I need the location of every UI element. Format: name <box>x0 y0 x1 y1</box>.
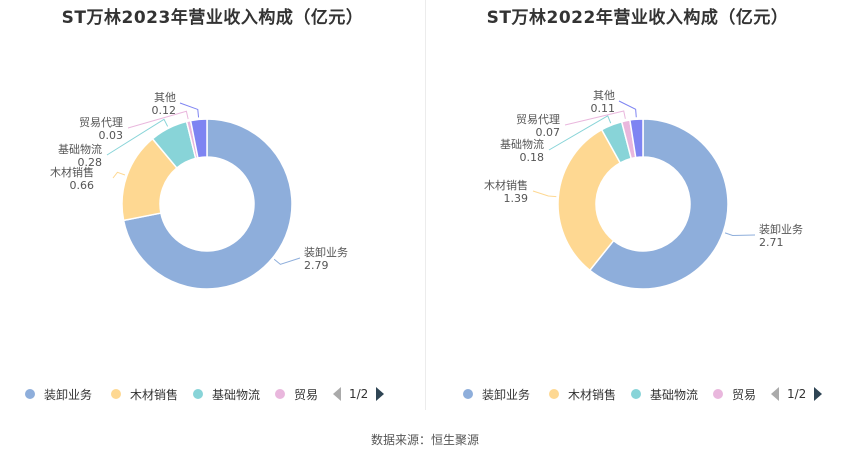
slice-value-label: 1.39 <box>504 192 529 205</box>
legend-color-dot <box>463 389 473 399</box>
legend-prev-page-icon[interactable] <box>771 387 779 401</box>
legend-next-page-icon[interactable] <box>814 387 823 401</box>
legend-color-dot <box>193 389 203 399</box>
leader-line <box>273 257 301 265</box>
leader-line <box>112 171 126 179</box>
data-source-note: 数据来源：恒生聚源 <box>370 433 479 447</box>
slice-value-label: 0.07 <box>536 126 561 139</box>
chart-panel-2023: ST万林2023年营业收入构成（亿元） 装卸业务 2.79 木材销售 0.66 基础物流… <box>0 0 425 410</box>
legend-label: 贸易 <box>294 387 319 402</box>
legend-item[interactable]: 木材销售 <box>549 384 616 404</box>
legend-next-page-icon[interactable] <box>376 387 385 401</box>
leader-line <box>127 110 189 129</box>
donut-slice <box>189 118 208 159</box>
legend-pager: 1/2 <box>771 384 823 404</box>
slice-name-label: 基础物流 <box>58 142 102 156</box>
legend-label: 木材销售 <box>130 387 179 402</box>
slice-name-label: 贸易代理 <box>516 113 560 126</box>
legend-label: 贸易 <box>732 387 757 402</box>
slice-value-label: 0.28 <box>78 156 103 169</box>
slice-name-label: 其他 <box>593 89 615 102</box>
legend-item[interactable]: 贸易 <box>275 384 318 404</box>
slice-value-label: 0.18 <box>520 151 545 164</box>
legend-color-dot <box>549 389 559 399</box>
slice-value-label: 0.11 <box>591 102 616 115</box>
legend-item[interactable]: 贸易 <box>713 384 756 404</box>
slice-name-label: 贸易代理 <box>79 116 123 129</box>
legend-item[interactable]: 基础物流 <box>631 384 698 404</box>
legend-color-dot <box>111 389 121 399</box>
donut-slice <box>557 128 622 272</box>
slice-value-label: 2.71 <box>759 236 784 249</box>
legend-color-dot <box>25 389 35 399</box>
leader-line <box>564 110 626 126</box>
slice-name-label: 装卸业务 <box>759 222 803 236</box>
legend-pager: 1/2 <box>333 384 385 404</box>
leader-line <box>106 118 169 156</box>
legend-page-indicator: 1/2 <box>349 387 369 401</box>
legend-item[interactable]: 基础物流 <box>193 384 260 404</box>
donut-slice <box>122 118 293 290</box>
legend-label: 装卸业务 <box>44 387 93 402</box>
legend-page-indicator: 1/2 <box>787 387 807 401</box>
donut-slice <box>629 118 644 159</box>
leader-line <box>724 232 756 237</box>
slice-name-label: 木材销售 <box>484 178 528 192</box>
slice-name-label: 木材销售 <box>50 165 94 179</box>
legend-label: 木材销售 <box>568 387 617 402</box>
slice-name-label: 基础物流 <box>500 137 544 151</box>
chart-panel-2022: ST万林2022年营业收入构成（亿元） 装卸业务 2.71 木材销售 1.39 基础物流… <box>425 0 850 410</box>
chart-title: ST万林2022年营业收入构成（亿元） <box>486 8 789 28</box>
leader-line <box>548 115 612 151</box>
legend-label: 装卸业务 <box>482 387 531 402</box>
leader-line <box>618 100 637 118</box>
panel-divider <box>425 0 426 410</box>
slice-name-label: 其他 <box>154 91 176 104</box>
legend-item[interactable]: 装卸业务 <box>463 384 530 404</box>
slice-value-label: 0.03 <box>99 129 124 142</box>
legend-label: 基础物流 <box>212 387 261 402</box>
legend-label: 基础物流 <box>650 387 699 402</box>
chart-legend: 装卸业务 木材销售 基础物流 贸易 1/2 <box>425 384 850 404</box>
donut-slice <box>588 118 729 290</box>
leader-line <box>532 190 557 198</box>
slice-name-label: 装卸业务 <box>304 245 348 259</box>
legend-item[interactable]: 装卸业务 <box>25 384 92 404</box>
chart-title: ST万林2023年营业收入构成（亿元） <box>61 8 364 28</box>
legend-prev-page-icon[interactable] <box>333 387 341 401</box>
legend-color-dot <box>631 389 641 399</box>
slice-value-label: 0.12 <box>152 104 177 117</box>
chart-legend: 装卸业务 木材销售 基础物流 贸易 1/2 <box>0 384 425 404</box>
slice-value-label: 0.66 <box>70 179 95 192</box>
legend-color-dot <box>713 389 723 399</box>
slice-value-label: 2.79 <box>304 259 329 272</box>
legend-item[interactable]: 木材销售 <box>111 384 178 404</box>
leader-line <box>179 102 200 118</box>
legend-color-dot <box>275 389 285 399</box>
